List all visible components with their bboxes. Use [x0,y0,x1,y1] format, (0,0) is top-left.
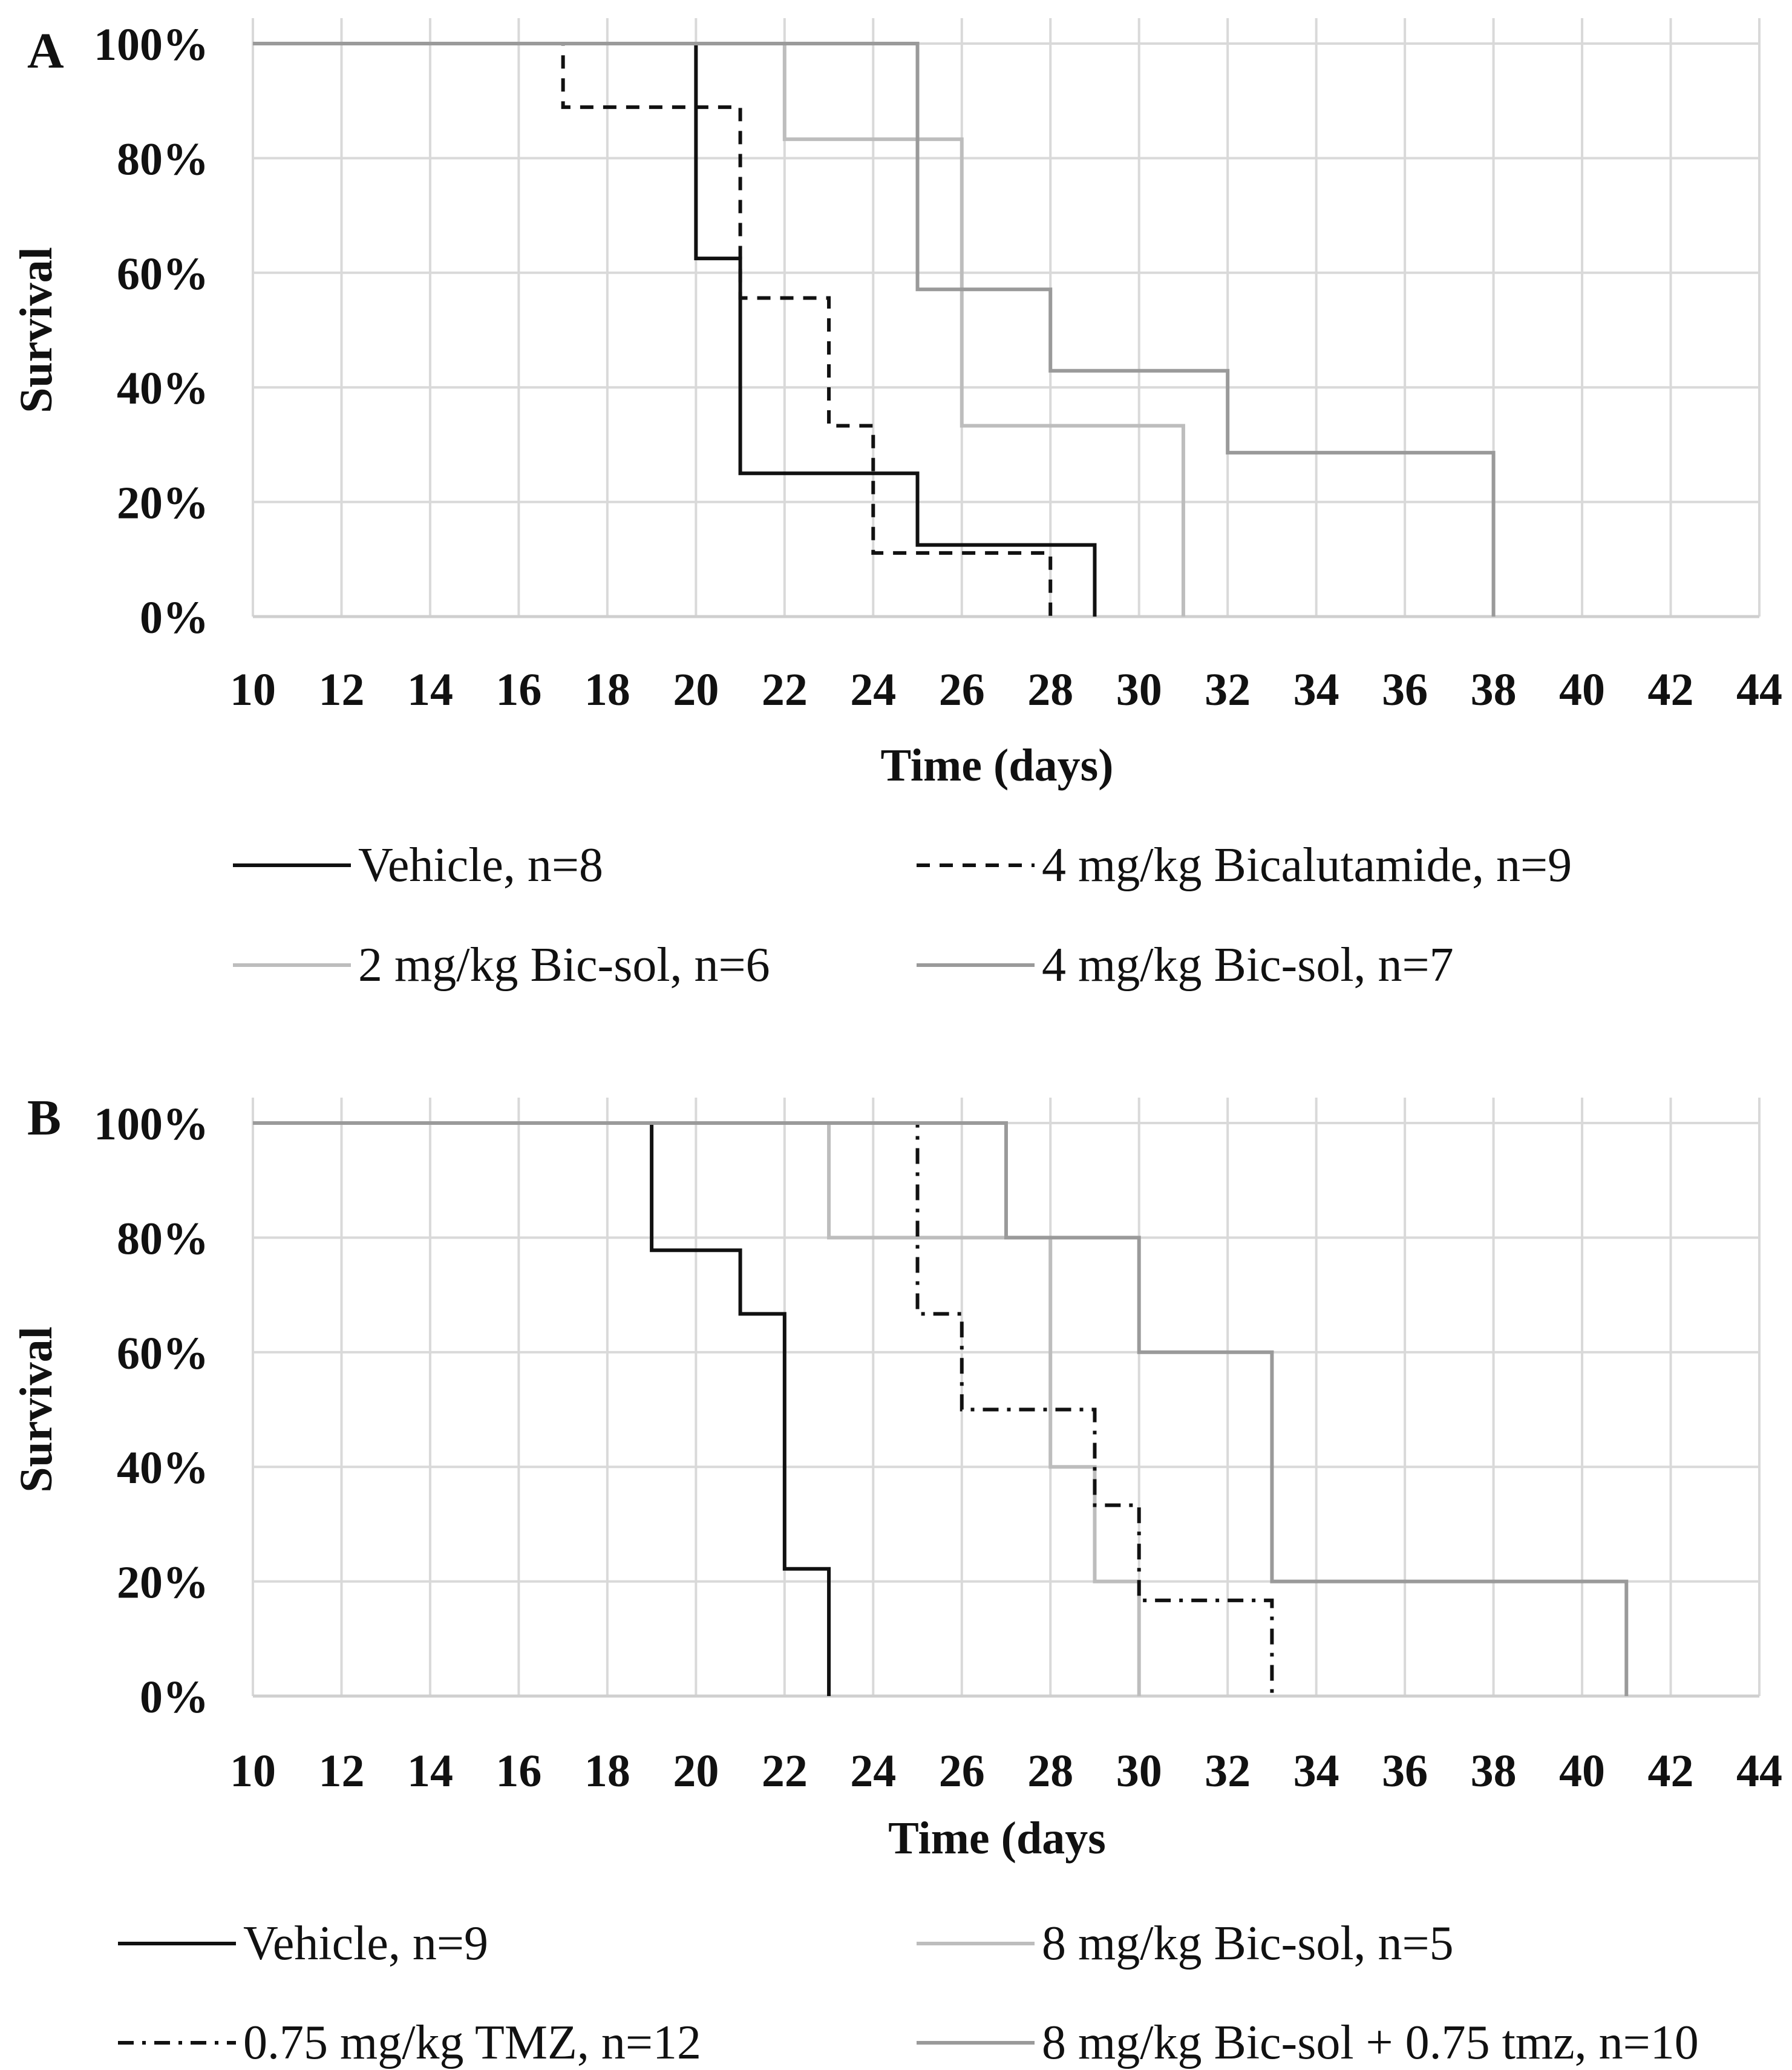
x-tick-label: 22 [762,664,808,715]
x-tick-label: 38 [1471,664,1517,715]
x-tick-label: 32 [1205,1746,1251,1797]
x-tick-label: 38 [1471,1746,1517,1797]
legend-label: 2 mg/kg Bic-sol, n=6 [358,938,770,992]
series-line-2 [253,1121,1141,1696]
x-tick-label: 40 [1559,1746,1605,1797]
y-tick-label: 60% [117,1328,209,1379]
y-tick-label: 0% [140,592,209,643]
x-tick-label: 24 [850,1746,896,1797]
y-tick-label: 80% [117,1213,209,1264]
series-line-4 [253,1121,1629,1696]
legend-label: 8 mg/kg Bic-sol + 0.75 tmz, n=10 [1042,2016,1699,2069]
panel-a: 0% 20% 40% 60% 80% 100% 10 12 14 16 18 20 22 24 26 28 30… [11,18,1782,992]
x-tick-label: 28 [1027,664,1073,715]
x-tick-label: 28 [1027,1746,1073,1797]
x-tick-label: 30 [1116,1746,1162,1797]
x-tick-label: 34 [1293,664,1339,715]
x-tick-label: 18 [584,664,630,715]
x-tick-label: 20 [673,664,719,715]
series-line-1 [253,1121,831,1696]
panel-label: A [27,23,64,79]
x-tick-label: 16 [495,664,541,715]
y-tick-label: 40% [117,1443,209,1493]
legend-label: 4 mg/kg Bic-sol, n=7 [1042,938,1454,992]
x-tick-label: 14 [407,664,453,715]
x-tick-label: 30 [1116,664,1162,715]
panel-label: B [27,1090,61,1146]
x-tick-label: 42 [1648,664,1694,715]
x-tick-label: 44 [1736,1746,1782,1797]
legend-label: Vehicle, n=9 [243,1917,488,1970]
x-tick-label: 36 [1382,1746,1428,1797]
y-tick-label: 100% [94,19,209,70]
y-tick-label: 100% [94,1099,209,1150]
x-tick-label: 12 [318,1746,364,1797]
y-tick-label: 20% [117,1557,209,1608]
x-tick-label: 34 [1293,1746,1339,1797]
y-tick-label: 40% [117,363,209,414]
x-tick-label: 10 [230,1746,276,1797]
y-axis-title: Survival [11,1326,62,1493]
legend-label: Vehicle, n=8 [358,839,603,892]
x-tick-label: 42 [1648,1746,1694,1797]
y-tick-label: 80% [117,134,209,185]
x-axis-title: Time (days) [881,740,1114,791]
x-tick-label: 14 [407,1746,453,1797]
x-tick-label: 18 [584,1746,630,1797]
x-tick-label: 32 [1205,664,1251,715]
x-tick-label: 10 [230,664,276,715]
x-tick-label: 24 [850,664,896,715]
y-tick-label: 0% [140,1672,209,1723]
x-tick-label: 26 [939,664,985,715]
legend-label: 0.75 mg/kg TMZ, n=12 [243,2016,701,2069]
panel-b: 0% 20% 40% 60% 80% 100% 10 12 14 16 18 20 22 24 26 28 30… [11,1090,1782,2069]
x-tick-label: 40 [1559,664,1605,715]
x-axis-title: Time (days [888,1813,1106,1864]
x-tick-label: 20 [673,1746,719,1797]
legend-label: 4 mg/kg Bicalutamide, n=9 [1042,839,1572,892]
series-line-3 [253,42,1185,617]
x-tick-label: 36 [1382,664,1428,715]
series-line-4 [253,42,1496,617]
legend-label: 8 mg/kg Bic-sol, n=5 [1042,1917,1454,1970]
x-tick-label: 26 [939,1746,985,1797]
x-tick-label: 44 [1736,664,1782,715]
x-tick-label: 16 [495,1746,541,1797]
series-line-3 [253,1121,1274,1696]
y-tick-label: 20% [117,478,209,529]
x-tick-label: 12 [318,664,364,715]
y-tick-label: 60% [117,249,209,300]
y-axis-title: Survival [11,247,62,413]
series-line-1 [253,42,1097,617]
x-tick-label: 22 [762,1746,808,1797]
series-line-2 [253,42,1053,617]
